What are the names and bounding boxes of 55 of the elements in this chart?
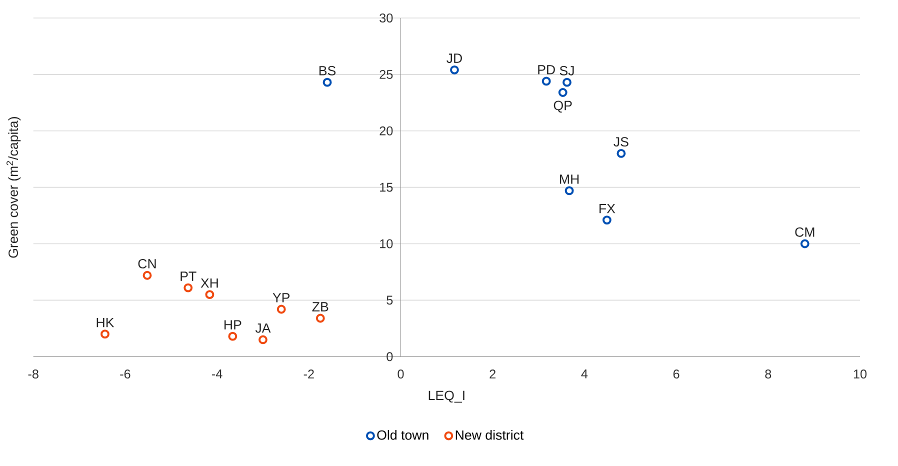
point <box>205 290 214 300</box>
x-tick-label: 2 <box>490 370 496 378</box>
annotation: JS <box>614 137 628 147</box>
annotation: SJ <box>560 66 574 76</box>
x-tick-label: -2 <box>304 370 314 378</box>
annotation: JD <box>446 54 462 63</box>
annotation: YP <box>272 293 290 302</box>
point <box>258 335 268 344</box>
x-tick-label: -6 <box>120 370 130 379</box>
y-tick-label: 20 <box>380 126 393 136</box>
point <box>142 270 152 280</box>
annotation: QP <box>554 100 572 113</box>
x-tick-label: 4 <box>581 370 588 378</box>
point <box>542 76 551 86</box>
annotation: PT <box>180 272 196 281</box>
x-tick-label: 8 <box>765 370 772 379</box>
x-tick-label: 0 <box>398 370 404 379</box>
y-tick-label: 15 <box>380 182 393 192</box>
x-tick-label: -8 <box>28 370 38 379</box>
annotation: MH <box>560 174 579 184</box>
annotation: PD <box>538 65 555 74</box>
annotation: CM <box>795 227 814 237</box>
point <box>562 78 572 87</box>
y-tick-label: 10 <box>380 239 393 248</box>
point <box>616 148 626 158</box>
annotation: FX <box>600 204 616 214</box>
point <box>800 239 810 248</box>
point <box>316 314 325 323</box>
point <box>564 186 574 196</box>
x-tick-label: 10 <box>854 370 867 379</box>
point <box>322 78 332 87</box>
point <box>100 330 110 339</box>
point <box>558 88 568 97</box>
annotation: BS <box>319 66 336 76</box>
point <box>450 65 459 74</box>
annotation: CN <box>138 259 156 268</box>
annotation: JA <box>255 323 271 333</box>
x-tick-label: -4 <box>212 370 222 378</box>
y-tick-label: 5 <box>386 296 393 305</box>
point <box>276 304 286 314</box>
annotation: ZB <box>312 302 328 312</box>
x-axis-title: LEQ_I <box>428 390 464 403</box>
x-tick-label: 6 <box>673 370 680 379</box>
legend-label: New district <box>456 430 524 440</box>
y-tick-label: 25 <box>380 70 393 79</box>
annotation: HP <box>224 320 242 330</box>
y-axis-title: Green cover (m$^{2}$/capita) <box>6 117 21 258</box>
point <box>228 332 238 341</box>
y-tick-label: 0 <box>386 352 393 362</box>
point <box>602 216 612 225</box>
point <box>184 283 193 292</box>
legend-label: Old town <box>377 430 428 440</box>
y-tick-label: 30 <box>380 14 393 22</box>
annotation: HK <box>96 318 114 328</box>
annotation: XH <box>200 278 218 288</box>
